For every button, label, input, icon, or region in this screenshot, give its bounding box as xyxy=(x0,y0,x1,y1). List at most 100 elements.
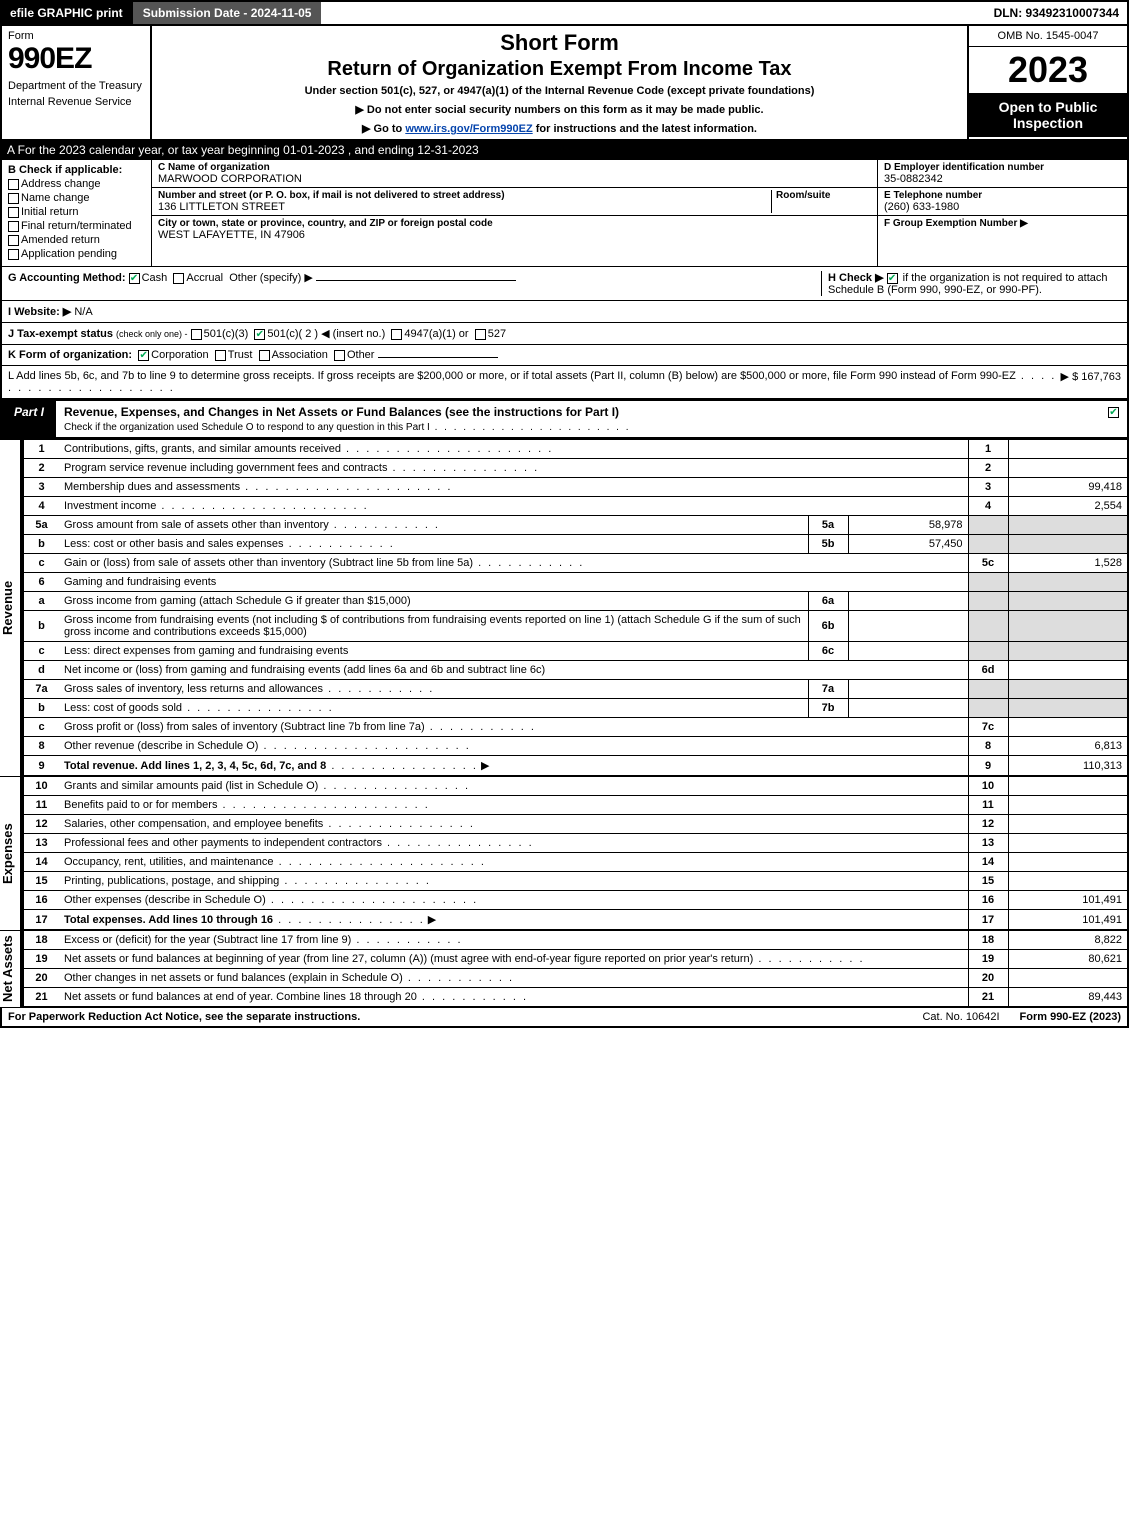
cell-tel: E Telephone number (260) 633-1980 xyxy=(878,188,1127,216)
page-footer: For Paperwork Reduction Act Notice, see … xyxy=(0,1007,1129,1028)
chk-association[interactable] xyxy=(259,350,270,361)
cell-city: City or town, state or province, country… xyxy=(152,216,877,243)
line-13: 13Professional fees and other payments t… xyxy=(23,834,1128,853)
opt-cash: Cash xyxy=(142,272,168,284)
chk-501c[interactable] xyxy=(254,329,265,340)
chk-accrual[interactable] xyxy=(173,273,184,284)
line-5a: 5aGross amount from sale of assets other… xyxy=(23,516,1128,535)
instr-ssn: ▶ Do not enter social security numbers o… xyxy=(158,103,961,116)
website-value: N/A xyxy=(74,306,92,318)
label-street: Number and street (or P. O. box, if mail… xyxy=(158,190,771,201)
chk-501c3[interactable] xyxy=(191,329,202,340)
line-7a: 7aGross sales of inventory, less returns… xyxy=(23,680,1128,699)
net-assets-block: Net Assets 18Excess or (deficit) for the… xyxy=(0,930,1129,1007)
opt-4947: 4947(a)(1) or xyxy=(404,328,468,340)
chk-527[interactable] xyxy=(475,329,486,340)
chk-final-return[interactable]: Final return/terminated xyxy=(8,220,145,232)
dln-label: DLN: 93492310007344 xyxy=(986,2,1127,24)
street-address: 136 LITTLETON STREET xyxy=(158,201,771,213)
col-d-ein: D Employer identification number 35-0882… xyxy=(877,160,1127,266)
form-word: Form xyxy=(8,30,144,42)
col-c-org: C Name of organization MARWOOD CORPORATI… xyxy=(152,160,877,266)
opt-trust: Trust xyxy=(228,349,253,361)
line-2: 2Program service revenue including gover… xyxy=(23,459,1128,478)
section-h: H Check ▶ if the organization is not req… xyxy=(821,271,1121,296)
chk-application-pending[interactable]: Application pending xyxy=(8,248,145,260)
label-city: City or town, state or province, country… xyxy=(158,218,871,229)
line-10: 10Grants and similar amounts paid (list … xyxy=(23,777,1128,796)
title-short-form: Short Form xyxy=(158,30,961,56)
label-org-name: C Name of organization xyxy=(158,162,871,173)
checkbox-icon xyxy=(8,207,19,218)
label-j: J Tax-exempt status xyxy=(8,328,113,340)
header-left: Form 990EZ Department of the Treasury In… xyxy=(2,26,152,139)
opt-accrual: Accrual xyxy=(186,272,223,284)
chk-other-org[interactable] xyxy=(334,350,345,361)
chk-address-change[interactable]: Address change xyxy=(8,178,145,190)
dept-treasury: Department of the Treasury xyxy=(8,80,144,92)
line-8: 8Other revenue (describe in Schedule O)8… xyxy=(23,737,1128,756)
chk-schedule-o[interactable] xyxy=(1108,407,1119,418)
omb-number: OMB No. 1545-0047 xyxy=(969,26,1127,47)
dept-irs: Internal Revenue Service xyxy=(8,96,144,108)
instr-goto: ▶ Go to www.irs.gov/Form990EZ for instru… xyxy=(158,122,961,135)
chk-initial-return[interactable]: Initial return xyxy=(8,206,145,218)
chk-trust[interactable] xyxy=(215,350,226,361)
chk-amended-return[interactable]: Amended return xyxy=(8,234,145,246)
part-1-header: Part I Revenue, Expenses, and Changes in… xyxy=(0,399,1129,439)
opt-other-org: Other xyxy=(347,349,375,361)
line-16: 16Other expenses (describe in Schedule O… xyxy=(23,891,1128,910)
chk-name-change[interactable]: Name change xyxy=(8,192,145,204)
cell-street: Number and street (or P. O. box, if mail… xyxy=(152,188,877,216)
checkbox-icon xyxy=(8,221,19,232)
checkbox-icon xyxy=(8,235,19,246)
efile-print-button[interactable]: efile GRAPHIC print xyxy=(2,2,133,24)
form-header: Form 990EZ Department of the Treasury In… xyxy=(0,26,1129,139)
section-j: J Tax-exempt status (check only one) - 5… xyxy=(0,323,1129,345)
net-assets-table: 18Excess or (deficit) for the year (Subt… xyxy=(22,930,1129,1007)
irs-link[interactable]: www.irs.gov/Form990EZ xyxy=(405,123,532,135)
other-org-line[interactable] xyxy=(378,357,498,358)
chk-cash[interactable] xyxy=(129,273,140,284)
sidelabel-expenses: Expenses xyxy=(0,776,22,930)
label-k: K Form of organization: xyxy=(8,349,132,361)
part-1-tab: Part I xyxy=(2,401,56,437)
part-1-title: Revenue, Expenses, and Changes in Net As… xyxy=(56,401,1102,437)
cell-group-exemption: F Group Exemption Number ▶ xyxy=(878,216,1127,231)
chk-corporation[interactable] xyxy=(138,350,149,361)
section-g-h: G Accounting Method: Cash Accrual Other … xyxy=(0,267,1129,301)
subtitle-section: Under section 501(c), 527, or 4947(a)(1)… xyxy=(158,85,961,97)
label-ein: D Employer identification number xyxy=(884,162,1121,173)
line-20: 20Other changes in net assets or fund ba… xyxy=(23,969,1128,988)
footer-catno: Cat. No. 10642I xyxy=(902,1011,1019,1023)
chk-h[interactable] xyxy=(887,273,898,284)
chk-4947[interactable] xyxy=(391,329,402,340)
other-specify-line[interactable] xyxy=(316,280,516,281)
col-b-check: B Check if applicable: Address change Na… xyxy=(2,160,152,266)
line-19: 19Net assets or fund balances at beginni… xyxy=(23,950,1128,969)
opt-corporation: Corporation xyxy=(151,349,208,361)
section-i: I Website: ▶ N/A xyxy=(0,301,1129,323)
form-number: 990EZ xyxy=(8,42,144,76)
expenses-block: Expenses 10Grants and similar amounts pa… xyxy=(0,776,1129,930)
opt-other: Other (specify) ▶ xyxy=(229,272,313,284)
info-grid: B Check if applicable: Address change Na… xyxy=(0,160,1129,267)
sidelabel-net-assets: Net Assets xyxy=(0,930,22,1007)
line-5b: bLess: cost or other basis and sales exp… xyxy=(23,535,1128,554)
checkbox-icon xyxy=(8,179,19,190)
row-a-period: A For the 2023 calendar year, or tax yea… xyxy=(0,139,1129,160)
line-14: 14Occupancy, rent, utilities, and mainte… xyxy=(23,853,1128,872)
label-group-exemption: F Group Exemption Number ▶ xyxy=(884,218,1121,229)
city-state-zip: WEST LAFAYETTE, IN 47906 xyxy=(158,229,871,241)
expenses-table: 10Grants and similar amounts paid (list … xyxy=(22,776,1129,930)
part-1-subtitle: Check if the organization used Schedule … xyxy=(64,422,630,433)
footer-paperwork: For Paperwork Reduction Act Notice, see … xyxy=(8,1011,902,1023)
checkbox-icon xyxy=(8,193,19,204)
col-b-header: B Check if applicable: xyxy=(8,164,145,176)
ein-value: 35-0882342 xyxy=(884,173,1121,185)
title-return: Return of Organization Exempt From Incom… xyxy=(158,58,961,81)
header-right: OMB No. 1545-0047 2023 Open to Public In… xyxy=(967,26,1127,139)
line-6c: cLess: direct expenses from gaming and f… xyxy=(23,642,1128,661)
line-15: 15Printing, publications, postage, and s… xyxy=(23,872,1128,891)
submission-date-button[interactable]: Submission Date - 2024-11-05 xyxy=(133,2,322,24)
